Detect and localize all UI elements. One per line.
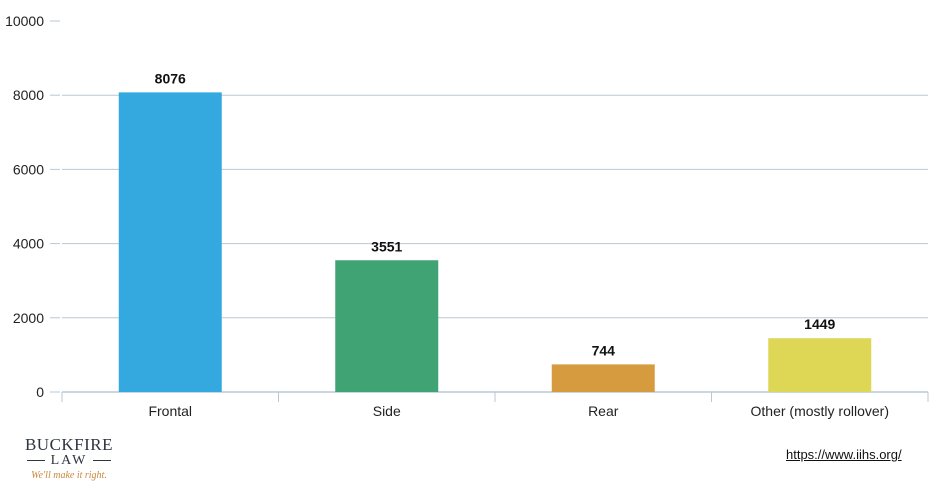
logo-line-1: BUCKFIRE [24, 435, 114, 454]
y-tick-label: 6000 [13, 161, 44, 177]
category-label: Side [373, 403, 401, 419]
bar [768, 338, 872, 392]
logo-tagline: We'll make it right. [31, 470, 107, 481]
data-label: 1449 [804, 316, 835, 332]
data-label: 3551 [371, 238, 402, 254]
data-label: 8076 [155, 70, 186, 86]
bar-chart: 0 2000 4000 6000 8000 10000 8076 3551 744 1449 F… [5, 13, 929, 419]
y-tick-label: 10000 [5, 13, 44, 29]
buckfire-law-logo: BUCKFIRE LAW We'll make it right. [24, 436, 114, 481]
bar [118, 92, 222, 392]
y-tick-label: 8000 [13, 87, 44, 103]
y-tick-label: 4000 [13, 236, 44, 252]
logo-line-2: LAW [24, 453, 114, 468]
bars [118, 92, 872, 392]
logo-line-2-text: LAW [50, 453, 88, 468]
y-tick-label: 2000 [13, 310, 44, 326]
category-label: Other (mostly rollover) [751, 403, 889, 419]
category-labels: Frontal Side Rear Other (mostly rollover) [148, 403, 889, 419]
data-labels: 8076 3551 744 1449 [155, 70, 836, 358]
y-tick-label: 0 [36, 384, 44, 400]
data-label: 744 [592, 342, 616, 358]
source-link[interactable]: https://www.iihs.org/ [786, 447, 902, 462]
category-label: Rear [588, 403, 619, 419]
y-axis-ticks: 0 2000 4000 6000 8000 10000 [5, 13, 60, 400]
bar [335, 260, 439, 392]
category-label: Frontal [148, 403, 192, 419]
bar [551, 364, 655, 392]
x-axis [61, 391, 929, 402]
